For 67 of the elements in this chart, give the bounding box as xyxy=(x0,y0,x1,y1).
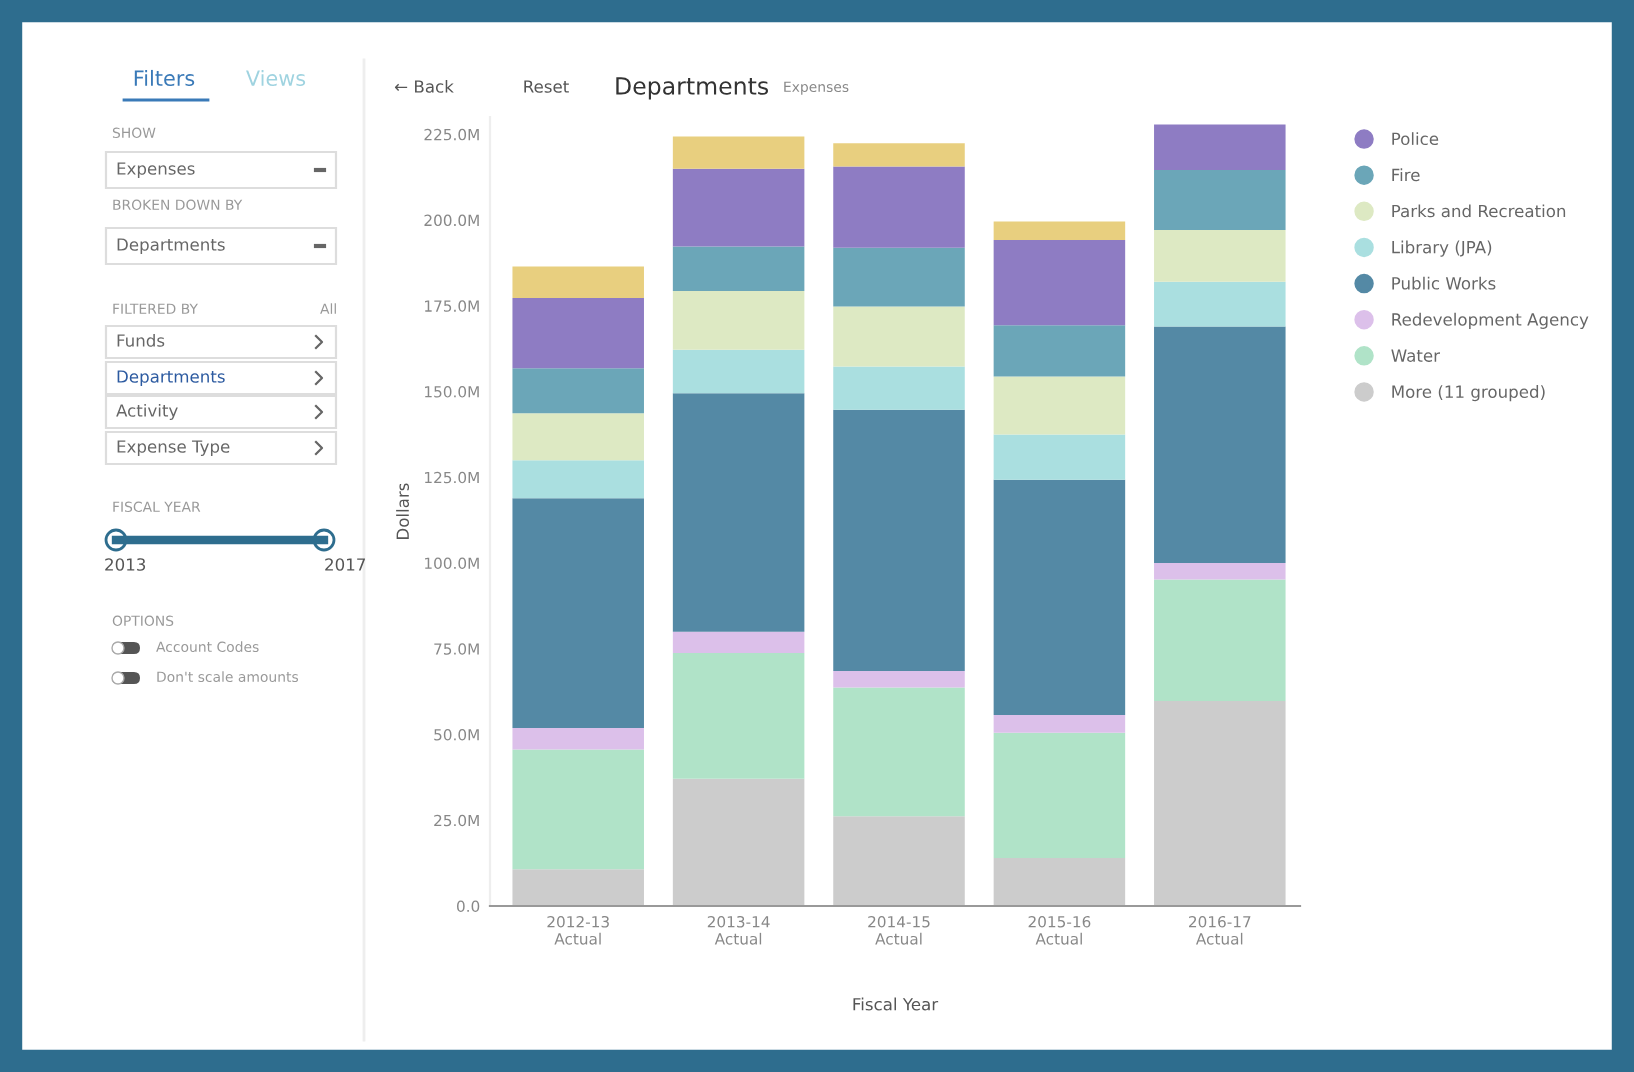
text: ← Back xyxy=(394,79,454,93)
legend-label: Police xyxy=(1392,132,1439,146)
legend-label: Redevelopment Agency xyxy=(1392,312,1589,329)
legend-label: Public Works xyxy=(1392,276,1496,290)
bar xyxy=(1154,170,1286,231)
bar xyxy=(672,393,805,632)
bar xyxy=(1154,700,1286,906)
bar xyxy=(1154,563,1286,580)
bar xyxy=(1154,579,1286,701)
bar xyxy=(512,413,644,461)
bar xyxy=(833,306,965,367)
text: Reset xyxy=(524,80,569,93)
text: Views xyxy=(246,69,306,87)
bar xyxy=(993,239,1126,326)
bar xyxy=(512,266,644,298)
bar xyxy=(512,728,644,750)
bar xyxy=(993,325,1126,377)
text: Expenses xyxy=(117,162,195,179)
bar xyxy=(993,732,1126,858)
bar xyxy=(833,671,965,688)
chart-title: Departments xyxy=(616,77,769,100)
bar xyxy=(512,297,644,369)
legend-label: More (11 grouped) xyxy=(1392,385,1545,402)
bar xyxy=(672,168,805,247)
bar xyxy=(512,368,644,414)
bar xyxy=(672,246,805,292)
bar xyxy=(512,460,644,499)
bar xyxy=(672,778,805,906)
bar xyxy=(993,221,1126,240)
bar xyxy=(993,857,1126,906)
bar xyxy=(672,291,805,350)
bar xyxy=(833,247,965,307)
bar xyxy=(1154,326,1286,564)
bar xyxy=(993,434,1126,480)
bar xyxy=(672,631,805,653)
legend-label: Parks and Recreation xyxy=(1392,204,1566,218)
text: 2013 xyxy=(105,558,146,571)
text: 2017 xyxy=(325,558,365,571)
bar xyxy=(672,136,805,169)
bar xyxy=(1154,124,1286,171)
text: Funds xyxy=(117,333,165,347)
bar xyxy=(1154,281,1286,327)
bar xyxy=(993,376,1126,435)
y-axis-title: Dollars xyxy=(396,483,410,539)
bar xyxy=(993,714,1126,733)
bar xyxy=(833,816,965,906)
x-axis-title: Fiscal Year xyxy=(853,997,939,1011)
text: Departments xyxy=(117,238,225,255)
bar xyxy=(833,366,965,410)
bar xyxy=(512,498,644,729)
bar xyxy=(833,143,965,167)
bar xyxy=(993,479,1126,715)
legend-label: Library (JPA) xyxy=(1392,240,1492,257)
bar xyxy=(512,749,644,870)
bar xyxy=(512,869,644,906)
text: Departments xyxy=(117,370,225,387)
bar xyxy=(672,652,805,779)
bar xyxy=(1154,230,1286,282)
legend-label: Water xyxy=(1391,349,1440,362)
legend-label: Fire xyxy=(1392,168,1420,182)
text: Expense Type xyxy=(117,440,230,457)
text: Activity xyxy=(116,403,178,421)
bar xyxy=(833,687,965,817)
text: Filters xyxy=(134,69,195,87)
bar xyxy=(833,166,965,248)
bar xyxy=(833,409,965,672)
bar xyxy=(672,349,805,394)
